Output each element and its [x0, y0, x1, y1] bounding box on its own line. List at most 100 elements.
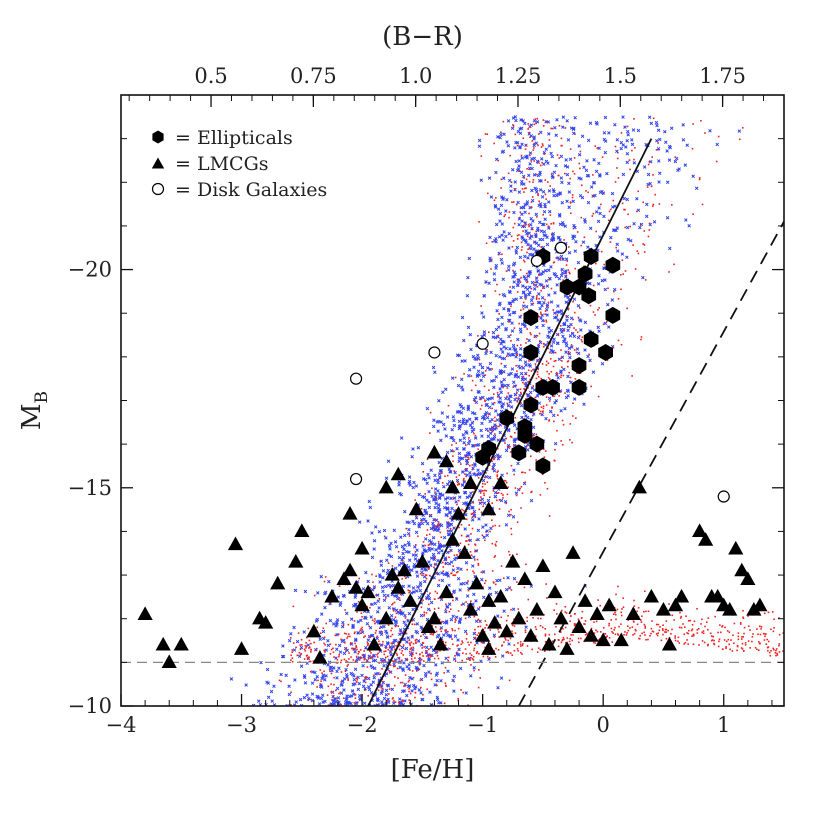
model-point-red [495, 197, 497, 199]
model-point-blue [401, 551, 405, 556]
model-point-blue [518, 145, 523, 149]
model-point-red [473, 559, 476, 561]
lmcg-marker [462, 475, 479, 490]
model-point-blue [491, 465, 495, 470]
model-point-blue [558, 192, 562, 196]
model-point-red [339, 691, 342, 694]
model-point-red [510, 235, 513, 238]
model-point-red [527, 380, 530, 383]
model-point-red [502, 386, 504, 389]
model-point-red [408, 639, 411, 642]
model-point-red [498, 313, 500, 315]
model-point-blue [307, 696, 311, 701]
model-point-blue [476, 607, 481, 611]
model-point-red [680, 615, 683, 618]
model-point-red [680, 626, 683, 629]
model-point-blue [321, 629, 326, 634]
model-point-red [423, 660, 425, 662]
model-point-red [636, 623, 639, 626]
model-point-blue [429, 645, 433, 650]
model-point-blue [612, 287, 617, 292]
model-point-blue [451, 590, 456, 595]
model-point-blue [549, 344, 554, 348]
model-point-blue [430, 494, 434, 499]
model-point-red [756, 628, 758, 630]
model-point-blue [406, 619, 410, 623]
model-point-red [612, 346, 615, 349]
model-point-blue [456, 566, 460, 571]
model-point-red [563, 638, 565, 641]
model-point-red [478, 221, 480, 223]
model-point-red [493, 199, 496, 202]
model-point-blue [550, 154, 555, 159]
model-point-red [507, 172, 510, 175]
model-point-blue [513, 272, 517, 277]
model-point-blue [499, 676, 504, 680]
model-point-red [647, 638, 649, 641]
model-point-red [484, 370, 487, 372]
model-point-blue [313, 678, 318, 682]
model-point-red [373, 587, 376, 590]
model-point-red [635, 629, 637, 632]
model-point-red [414, 639, 417, 642]
model-point-red [542, 407, 545, 410]
model-point-blue [479, 178, 484, 182]
model-point-red [525, 223, 527, 226]
model-point-red [659, 626, 661, 628]
model-point-red [573, 624, 576, 627]
model-point-blue [459, 582, 463, 586]
model-point-red [465, 518, 468, 521]
model-point-red [308, 657, 310, 659]
model-point-red [422, 599, 424, 602]
model-point-red [571, 194, 574, 196]
model-point-red [374, 622, 376, 625]
model-point-blue [475, 641, 479, 645]
model-point-red [550, 287, 553, 290]
model-point-red [555, 626, 557, 628]
lmcg-marker [553, 610, 569, 625]
model-point-red [443, 672, 446, 674]
model-point-blue [594, 210, 599, 214]
model-point-red [468, 644, 470, 646]
model-point-blue [332, 666, 336, 670]
model-point-blue [506, 383, 510, 388]
model-point-red [528, 212, 530, 215]
model-point-red [519, 643, 522, 646]
model-point-red [554, 359, 557, 362]
model-point-blue [603, 278, 607, 282]
model-point-blue [478, 362, 483, 367]
model-point-red [548, 139, 551, 141]
lmcg-marker [354, 597, 370, 612]
model-point-red [687, 619, 690, 622]
model-point-red [360, 628, 362, 630]
model-point-red [474, 400, 476, 402]
model-point-red [509, 637, 512, 640]
model-point-red [637, 606, 640, 609]
model-point-red [517, 397, 520, 399]
model-point-red [500, 131, 502, 134]
model-point-red [478, 606, 481, 609]
model-point-red [691, 628, 694, 630]
model-point-blue [492, 385, 496, 390]
model-point-red [457, 697, 460, 700]
model-point-red [513, 473, 515, 476]
model-point-red [378, 640, 380, 643]
model-point-red [540, 410, 542, 413]
model-point-blue [420, 567, 424, 571]
model-point-blue [487, 405, 492, 410]
model-point-red [646, 186, 649, 188]
model-point-blue [516, 283, 520, 288]
model-point-blue [530, 166, 534, 171]
model-point-blue [530, 386, 535, 390]
model-point-red [624, 208, 626, 211]
model-point-red [428, 567, 430, 570]
model-point-blue [597, 329, 601, 334]
model-point-red [526, 616, 528, 619]
model-point-red [330, 683, 332, 685]
model-point-red [581, 610, 584, 613]
model-point-blue [553, 315, 557, 320]
model-point-blue [606, 302, 610, 307]
model-point-red [636, 250, 639, 252]
model-point-red [626, 125, 629, 128]
model-point-red [505, 355, 508, 358]
